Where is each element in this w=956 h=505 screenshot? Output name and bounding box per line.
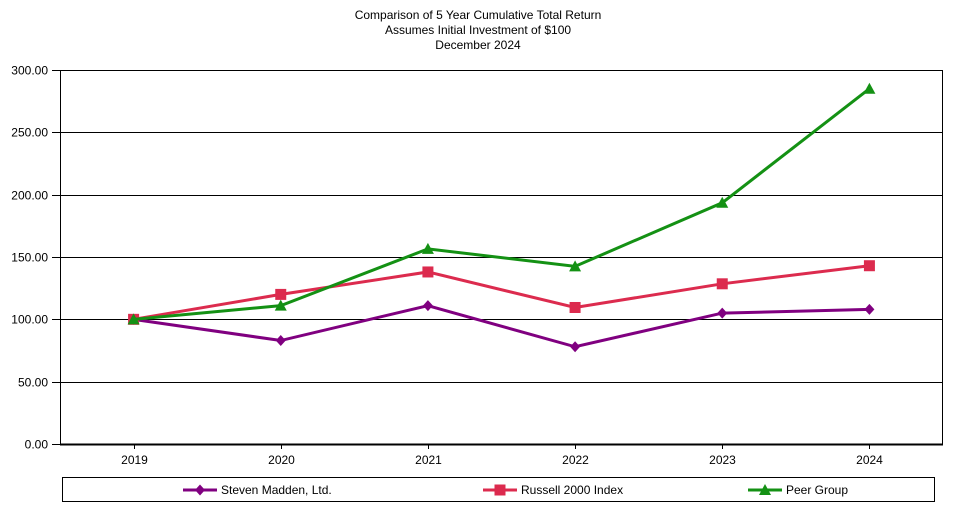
square-data-marker [422, 266, 434, 278]
legend-item-russell-2000: Russell 2000 Index [481, 478, 623, 501]
y-axis-tick-label: 100.00 [11, 313, 48, 327]
chart-title-line-1: Comparison of 5 Year Cumulative Total Re… [354, 8, 602, 22]
x-axis-tick-label: 2022 [562, 453, 589, 467]
triangle-data-marker [127, 313, 140, 325]
square-data-marker [569, 301, 581, 313]
diamond-data-marker [570, 341, 581, 353]
triangle-data-marker [863, 82, 876, 94]
y-axis-tick-label: 200.00 [11, 189, 48, 203]
purple-diamond-line-marker-icon [183, 484, 217, 495]
x-axis-tick-label: 2020 [268, 453, 295, 467]
legend-label-russell-2000: Russell 2000 Index [521, 482, 624, 497]
x-axis-tick-label: 2019 [121, 453, 148, 467]
square-data-marker [275, 288, 287, 300]
diamond-data-marker [717, 307, 728, 319]
y-axis-tick-label: 0.00 [25, 438, 49, 452]
square-data-marker [716, 278, 728, 290]
legend-label-steven-madden: Steven Madden, Ltd. [221, 482, 332, 497]
square-data-marker [863, 260, 875, 272]
triangle-data-marker [421, 242, 434, 254]
x-axis-tick-label: 2021 [415, 453, 442, 467]
diamond-data-marker [422, 300, 433, 312]
legend-label-peer-group: Peer Group [786, 482, 849, 497]
series-line [133, 264, 870, 321]
chart-title-line-3: December 2024 [435, 38, 521, 52]
y-axis-tick-label: 150.00 [11, 251, 48, 265]
legend-item-steven-madden: Steven Madden, Ltd. [181, 478, 332, 501]
chart-title-line-2: Assumes Initial Investment of $100 [384, 23, 572, 37]
diamond-data-marker [864, 303, 875, 315]
triangle-data-marker [716, 196, 729, 208]
chart-legend: Steven Madden, Ltd. Russell 2000 Index P… [62, 477, 935, 502]
legend-item-peer-group: Peer Group [746, 478, 848, 501]
x-axis-tick-label: 2023 [709, 453, 736, 467]
series-line [133, 304, 870, 349]
chart-title: Comparison of 5 Year Cumulative Total Re… [0, 8, 956, 53]
series-line [133, 87, 871, 321]
red-square-line-marker-icon [483, 484, 517, 495]
y-axis-tick-label: 300.00 [11, 64, 48, 78]
x-axis-tick-label: 2024 [856, 453, 883, 467]
diamond-data-marker [275, 335, 286, 347]
triangle-data-marker [569, 260, 582, 272]
triangle-data-marker [274, 299, 287, 311]
y-axis-tick-label: 250.00 [11, 126, 48, 140]
y-axis-tick-label: 50.00 [18, 376, 48, 390]
green-triangle-line-marker-icon [748, 483, 782, 495]
